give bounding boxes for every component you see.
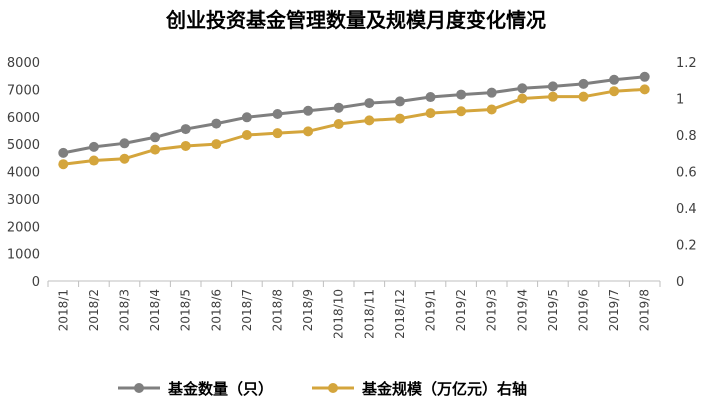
data-point xyxy=(272,128,283,139)
data-point xyxy=(456,89,467,100)
series-line-1 xyxy=(63,87,645,166)
x-tick-label: 2019/2 xyxy=(454,289,468,331)
data-point xyxy=(609,86,620,97)
data-point xyxy=(333,102,344,113)
x-tick-label: 2018/7 xyxy=(240,289,254,331)
data-point xyxy=(364,115,375,126)
x-tick-label: 2018/11 xyxy=(362,289,376,339)
data-point xyxy=(58,147,69,158)
x-tick-label: 2019/6 xyxy=(577,289,591,331)
x-tick-label: 2018/6 xyxy=(209,289,223,331)
legend-label: 基金数量（只） xyxy=(167,380,273,398)
y-left-tick-label: 8000 xyxy=(7,56,40,71)
data-point xyxy=(119,138,130,149)
data-point xyxy=(486,87,497,98)
x-tick-label: 2018/12 xyxy=(393,289,407,339)
data-point xyxy=(211,139,222,150)
data-point xyxy=(517,83,528,94)
x-tick-label: 2018/3 xyxy=(118,289,132,331)
y-left-tick-label: 0 xyxy=(32,275,40,290)
data-point xyxy=(425,92,436,103)
data-point xyxy=(394,96,405,107)
data-point xyxy=(456,106,467,117)
data-point xyxy=(425,108,436,119)
data-point xyxy=(609,74,620,85)
y-left-tick-label: 1000 xyxy=(7,248,40,263)
x-tick-label: 2019/7 xyxy=(607,289,621,331)
y-left-tick-label: 7000 xyxy=(7,83,40,98)
x-tick-label: 2018/10 xyxy=(332,289,346,339)
data-point xyxy=(241,130,252,140)
x-tick-label: 2018/9 xyxy=(301,289,315,331)
x-tick-label: 2018/8 xyxy=(271,289,285,331)
data-point xyxy=(364,98,375,109)
y-right-tick-label: 1 xyxy=(676,93,684,108)
y-right-tick-label: 0.6 xyxy=(676,166,697,181)
y-left-tick-label: 4000 xyxy=(7,166,40,181)
x-tick-label: 2019/4 xyxy=(515,289,529,331)
series-line-0 xyxy=(63,75,645,155)
y-right-tick-label: 1.2 xyxy=(676,56,697,71)
data-point xyxy=(88,141,99,152)
x-tick-label: 2018/5 xyxy=(179,289,193,331)
y-right-tick-label: 0.4 xyxy=(676,202,697,217)
data-point xyxy=(58,159,69,170)
data-point xyxy=(303,105,314,116)
data-point xyxy=(272,109,283,120)
data-point xyxy=(517,93,528,104)
y-right-tick-label: 0.8 xyxy=(676,129,697,144)
data-point xyxy=(88,155,99,166)
data-point xyxy=(578,78,589,89)
x-tick-label: 2018/2 xyxy=(87,289,101,331)
data-point xyxy=(333,119,344,130)
data-point xyxy=(547,91,558,102)
y-right-tick-label: 0.2 xyxy=(676,239,697,254)
x-tick-label: 2019/1 xyxy=(424,289,438,331)
data-point xyxy=(241,112,252,123)
x-tick-label: 2018/4 xyxy=(148,289,162,331)
data-point xyxy=(119,153,130,164)
data-point xyxy=(394,113,405,124)
y-left-tick-label: 3000 xyxy=(7,193,40,208)
y-left-tick-label: 6000 xyxy=(7,111,40,126)
legend-swatch-marker xyxy=(328,383,338,393)
data-point xyxy=(180,140,191,151)
data-point xyxy=(150,144,161,155)
legend-swatch-marker xyxy=(134,383,144,393)
x-tick-label: 2019/5 xyxy=(546,289,560,331)
data-point xyxy=(211,118,222,129)
data-point xyxy=(639,84,650,95)
data-point xyxy=(639,71,650,82)
legend-label: 基金规模（万亿元）右轴 xyxy=(361,380,527,398)
data-point xyxy=(303,126,314,137)
data-point xyxy=(486,104,497,115)
chart-title: 创业投资基金管理数量及规模月度变化情况 xyxy=(165,8,546,32)
x-tick-label: 2019/3 xyxy=(485,289,499,331)
y-right-tick-label: 0 xyxy=(676,275,684,290)
y-left-tick-label: 5000 xyxy=(7,138,40,153)
x-tick-label: 2018/1 xyxy=(56,289,70,331)
data-point xyxy=(150,132,161,143)
y-left-tick-label: 2000 xyxy=(7,220,40,235)
data-point xyxy=(547,81,558,92)
data-point xyxy=(180,124,191,135)
data-point xyxy=(578,91,589,102)
x-tick-label: 2019/8 xyxy=(638,289,652,331)
